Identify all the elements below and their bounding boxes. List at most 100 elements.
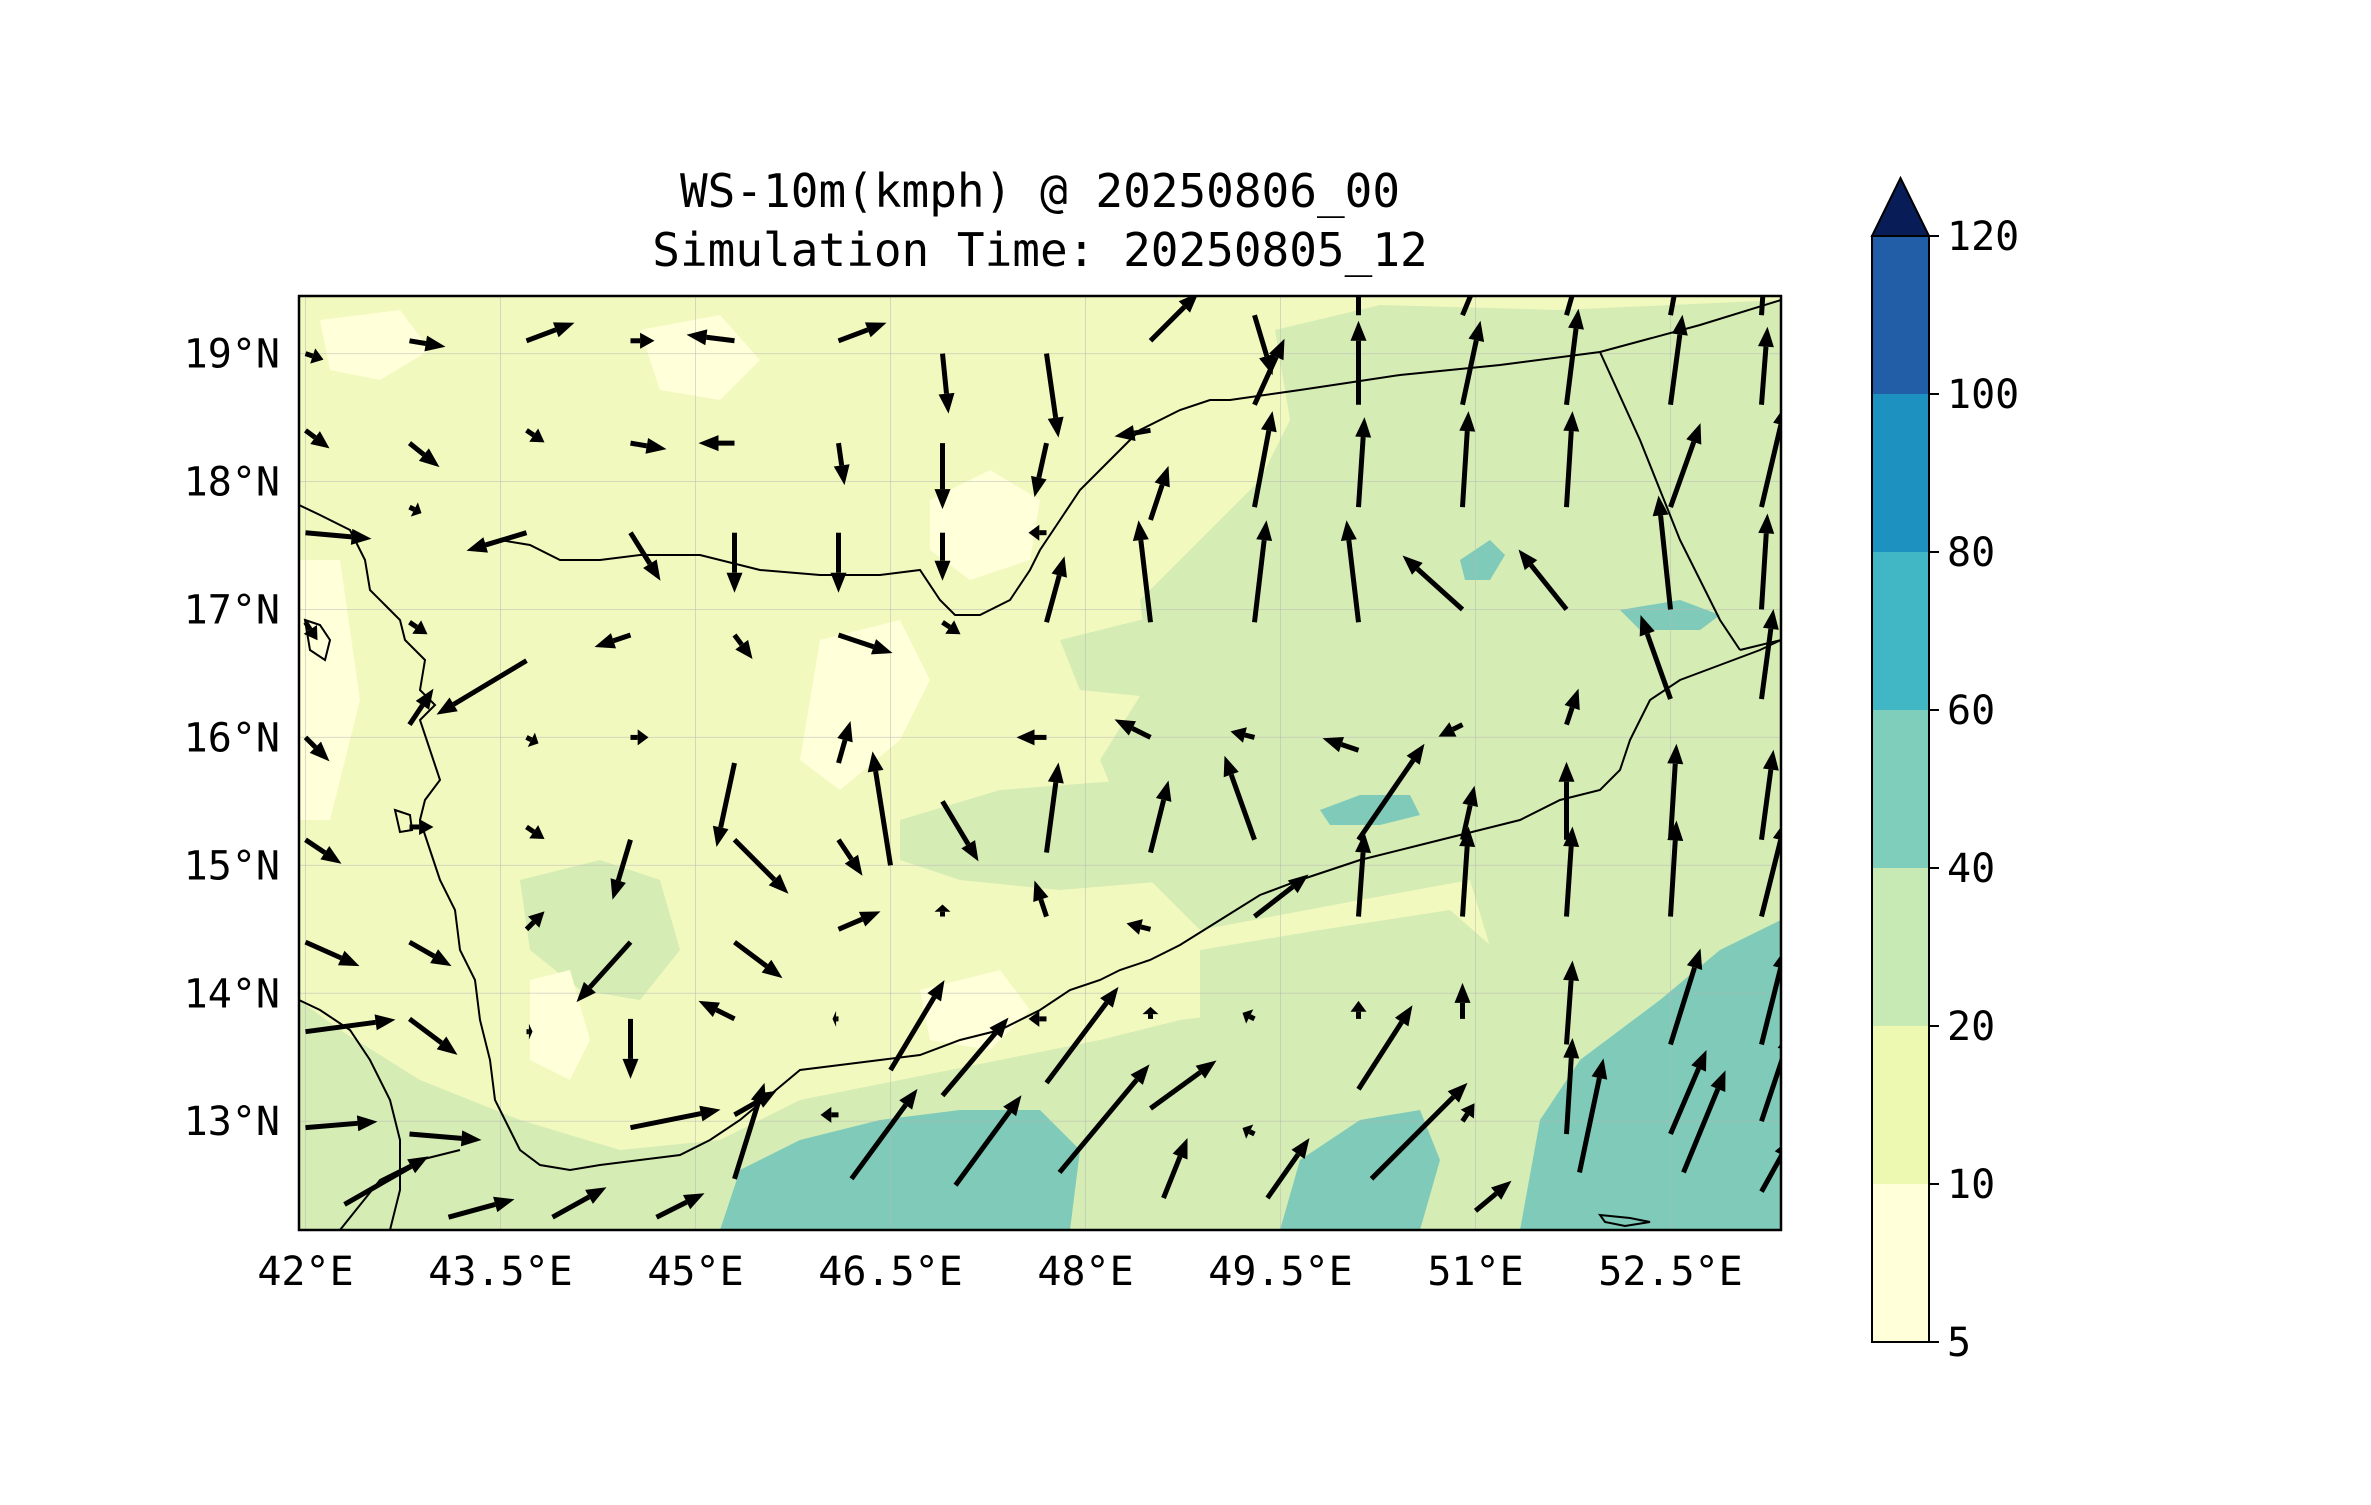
wind-vector [1148, 465, 1170, 521]
wind-vector [1148, 780, 1172, 854]
wind-vector [732, 633, 753, 660]
lat-tick-label: 13°N [184, 1099, 280, 1145]
colorbar-tick-label: 120 [1947, 214, 2019, 260]
colorbar-segment [1872, 552, 1929, 710]
wind-vector [888, 980, 945, 1072]
speed-region-5-10-c [530, 970, 590, 1080]
wind-vector [1142, 1006, 1159, 1019]
wind-vector [712, 762, 737, 847]
wind-vector [1460, 1103, 1475, 1123]
title-line-1: WS-10m(kmph) @ 20250806_00 [680, 164, 1400, 218]
wind-vector [1230, 727, 1256, 743]
wind-vector [698, 435, 735, 452]
colorbar-segment [1872, 868, 1929, 1026]
wind-vector [1161, 1138, 1188, 1199]
colorbar-tick-label: 80 [1947, 530, 1995, 576]
wind-vector [1759, 609, 1779, 700]
wind-vector [1563, 411, 1580, 508]
wind-vector [622, 1018, 639, 1079]
colorbar-tick-label: 100 [1947, 372, 2019, 418]
wind-vector [525, 732, 539, 747]
speed-region-40-60-central [1320, 795, 1420, 825]
colorbar-segment [1872, 236, 1929, 394]
colorbar-segment [1872, 1026, 1929, 1184]
wind-vector [953, 1095, 1022, 1187]
wind-vector [1652, 495, 1673, 610]
wind-vector [408, 1016, 458, 1055]
wind-vector [1057, 1064, 1150, 1175]
wind-vector [655, 1193, 705, 1220]
wind-vector [630, 437, 667, 454]
wind-vector [733, 940, 783, 979]
lat-tick-labels: 13°N 14°N 15°N 16°N 17°N 18°N 19°N [184, 332, 280, 1146]
wind-vector [1132, 520, 1153, 623]
colorbar-tick-label: 40 [1947, 846, 1995, 892]
wind-vector [594, 632, 632, 649]
wind-vector [407, 441, 440, 468]
border-saudi-oman [1739, 639, 1781, 651]
wind-vector [1356, 743, 1425, 842]
wind-vector [630, 1105, 721, 1131]
wind-vector [1577, 1058, 1608, 1173]
wind-vector [1518, 549, 1569, 612]
colorbar-segment [1872, 394, 1929, 552]
wind-vector [1460, 785, 1478, 841]
wind-vector [305, 1014, 396, 1035]
wind-vector [837, 322, 887, 344]
wind-vector [447, 1196, 515, 1220]
wind-vector [698, 1000, 736, 1022]
wind-vector [1564, 308, 1584, 406]
lon-tick-label: 52.5°E [1598, 1249, 1743, 1295]
wind-vector [1639, 615, 1673, 700]
wind-vector [867, 751, 893, 866]
wind-vector [1759, 1146, 1781, 1193]
wind-vector [610, 839, 633, 900]
speed-region-5-10-e [320, 310, 430, 380]
wind-vector [409, 1130, 482, 1147]
wind-vector [1757, 326, 1774, 405]
wind-vector [343, 1156, 429, 1207]
lon-tick-label: 42°E [257, 1249, 353, 1295]
wind-vector [407, 688, 434, 727]
wind-vector [1668, 296, 1677, 316]
wind-vector [1681, 1070, 1726, 1174]
wind-vector [525, 428, 545, 443]
wind-vector [1473, 1180, 1512, 1213]
colorbar-tick-label: 5 [1947, 1320, 1971, 1366]
speed-region-40-60-north [1460, 540, 1505, 580]
speed-region-central-band [900, 760, 1440, 890]
wind-vector [732, 1082, 767, 1180]
wind-vector [1668, 1050, 1707, 1136]
wind-vector [726, 532, 743, 593]
lat-tick-label: 14°N [184, 971, 280, 1017]
wind-vector [304, 348, 324, 364]
wind-vector [830, 532, 847, 593]
lon-tick-label: 49.5°E [1208, 1249, 1353, 1295]
wind-vector [1454, 982, 1471, 1019]
wind-vector [833, 442, 850, 486]
border-saudi-yemen [469, 299, 1781, 616]
map-panel [299, 296, 1781, 1230]
wind-vector [408, 620, 428, 635]
wind-vector [940, 800, 979, 862]
speed-region-west-highland [520, 860, 680, 1000]
lat-tick-label: 19°N [184, 332, 280, 378]
colorbar-tick-label: 20 [1947, 1004, 1995, 1050]
wind-vector [1369, 1082, 1468, 1181]
lon-tick-label: 45°E [647, 1249, 743, 1295]
colorbar-frame [1871, 235, 1930, 1343]
speed-region-40-60-east-gulf [1280, 1110, 1440, 1230]
island-socotra-west [1597, 1213, 1651, 1228]
wind-vector [1126, 919, 1152, 935]
wind-vector [1044, 353, 1064, 438]
wind-vector [1265, 1138, 1310, 1200]
wind-vector [303, 620, 318, 641]
colorbar-segment [1872, 1184, 1929, 1342]
wind-vector [1759, 749, 1779, 841]
wind-vector [1356, 296, 1361, 316]
wind-vector [1667, 820, 1684, 917]
wind-vector [305, 1115, 378, 1132]
wind-vector [409, 335, 446, 352]
wind-vector [1028, 524, 1047, 541]
